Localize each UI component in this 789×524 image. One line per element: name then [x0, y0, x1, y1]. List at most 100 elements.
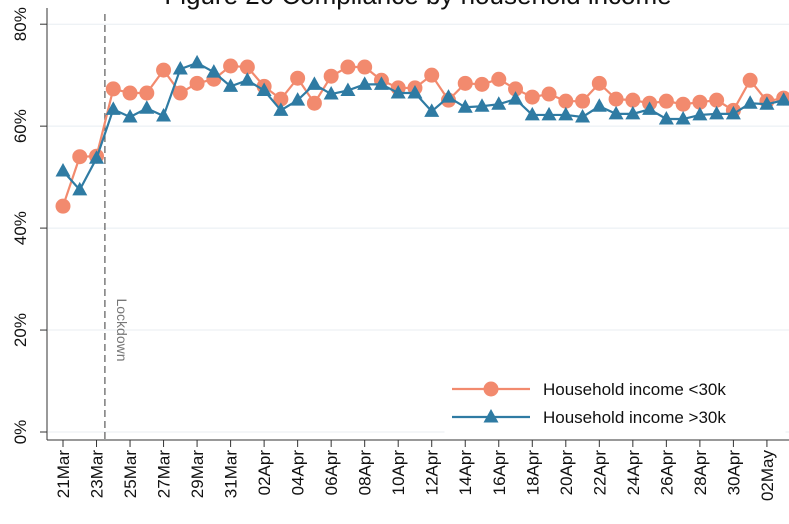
- marker: [105, 81, 121, 97]
- marker: [223, 58, 239, 74]
- marker: [273, 102, 289, 116]
- marker: [89, 150, 105, 164]
- marker: [474, 76, 490, 92]
- marker: [139, 85, 155, 101]
- marker: [524, 89, 540, 105]
- x-tick-label: 31Mar: [222, 450, 241, 499]
- marker: [424, 103, 440, 117]
- marker: [139, 100, 155, 114]
- marker: [725, 105, 741, 120]
- marker: [541, 106, 557, 121]
- marker: [508, 91, 524, 105]
- y-tick-label: 60%: [11, 109, 30, 143]
- y-tick-label: 20%: [11, 313, 30, 347]
- legend-label: Household income >30k: [543, 408, 726, 427]
- marker: [524, 106, 540, 121]
- x-tick-label: 25Mar: [121, 450, 140, 499]
- marker: [172, 61, 188, 75]
- marker: [474, 98, 490, 112]
- x-tick-label: 10Apr: [389, 450, 408, 496]
- marker: [323, 68, 339, 84]
- marker: [508, 81, 524, 97]
- x-tick-label: 22Apr: [590, 450, 609, 496]
- marker: [776, 92, 789, 106]
- marker: [675, 96, 691, 112]
- marker: [709, 105, 725, 120]
- marker: [558, 93, 574, 109]
- x-tick-label: 14Apr: [456, 450, 475, 496]
- marker: [558, 106, 574, 121]
- marker: [306, 76, 322, 90]
- marker: [424, 67, 440, 83]
- marker: [575, 93, 591, 109]
- marker: [72, 181, 88, 196]
- marker: [709, 92, 725, 108]
- x-tick-label: 08Apr: [356, 450, 375, 496]
- marker: [575, 108, 591, 123]
- marker: [290, 92, 306, 106]
- x-tick-label: 06Apr: [322, 450, 341, 496]
- marker: [55, 163, 71, 177]
- marker: [223, 78, 239, 92]
- marker: [625, 105, 641, 120]
- marker: [306, 95, 322, 111]
- marker: [541, 86, 557, 102]
- chart-title: Figure 20 Compliance by household income: [164, 0, 671, 10]
- marker: [373, 76, 389, 90]
- marker: [122, 85, 138, 101]
- marker: [742, 72, 758, 88]
- marker: [591, 75, 607, 91]
- marker: [239, 59, 255, 75]
- marker: [625, 92, 641, 108]
- x-tick-label: 21Mar: [54, 450, 73, 499]
- x-tick-label: 24Apr: [624, 450, 643, 496]
- marker: [122, 108, 138, 123]
- marker: [290, 70, 306, 86]
- marker: [440, 89, 456, 103]
- x-tick-label: 20Apr: [557, 450, 576, 496]
- marker: [491, 96, 507, 110]
- legend-label: Household income <30k: [543, 380, 726, 399]
- y-tick-label: 0%: [11, 420, 30, 445]
- x-tick-label: 23Mar: [88, 450, 107, 499]
- marker: [256, 82, 272, 96]
- marker: [742, 95, 758, 109]
- marker: [357, 76, 373, 90]
- marker: [692, 106, 708, 121]
- marker: [608, 105, 624, 120]
- x-tick-label: 02May: [758, 450, 777, 502]
- x-tick-label: 30Apr: [724, 450, 743, 496]
- x-tick-label: 28Apr: [691, 450, 710, 496]
- x-tick-label: 29Mar: [188, 450, 207, 499]
- legend-box: [444, 373, 786, 433]
- y-tick-label: 80%: [11, 7, 30, 41]
- marker: [658, 111, 674, 125]
- marker: [675, 111, 691, 125]
- marker: [55, 198, 71, 214]
- marker: [759, 96, 775, 110]
- y-tick-label: 40%: [11, 211, 30, 245]
- marker: [189, 75, 205, 91]
- marker: [72, 149, 88, 165]
- marker: [156, 107, 172, 122]
- annotation: Lockdown: [114, 298, 130, 361]
- marker: [390, 85, 406, 99]
- marker: [591, 98, 607, 112]
- marker: [642, 101, 658, 115]
- marker: [206, 64, 222, 78]
- series-line: [61, 64, 784, 207]
- legend-marker: [483, 381, 499, 397]
- marker: [105, 101, 121, 115]
- x-tick-label: 27Mar: [155, 450, 174, 499]
- marker: [457, 75, 473, 91]
- legend-marker: [483, 409, 499, 423]
- x-tick-label: 26Apr: [657, 450, 676, 496]
- x-tick-label: 04Apr: [289, 450, 308, 496]
- marker: [172, 85, 188, 101]
- marker: [357, 59, 373, 75]
- marker: [457, 99, 473, 113]
- x-tick-label: 12Apr: [423, 450, 442, 496]
- marker: [340, 82, 356, 96]
- marker: [608, 91, 624, 107]
